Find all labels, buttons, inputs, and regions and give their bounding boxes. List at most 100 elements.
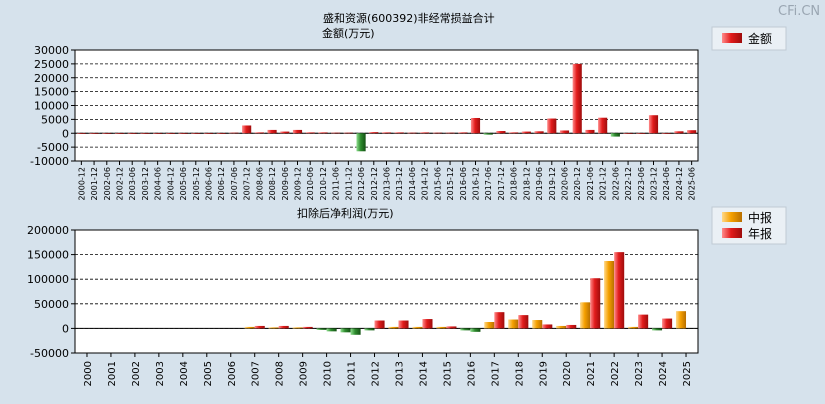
chart2-bar-s2 [590,278,601,329]
chart2-xtick-label: 2002 [131,361,142,386]
chart2-bar-s1 [364,328,375,331]
chart2-ytick-label: 150000 [27,249,69,262]
chart1-xtick-label: 2005-12 [192,167,201,200]
chart1-xtick-label: 2022-12 [624,167,633,200]
chart1-bar-s1 [636,133,646,134]
chart1-bar-s1 [521,131,531,134]
chart1-xtick-label: 2007-06 [230,167,239,200]
chart1-bar-s1 [648,115,659,134]
chart1-legend-box [711,26,787,51]
chart1-xtick-label: 2016-06 [459,167,468,200]
chart1-xtick-label: 2004-06 [154,167,163,200]
chart1-xtick-label: 2009-06 [281,167,290,200]
chart1-bar-s1 [509,132,519,134]
chart1-xtick-label: 2022-06 [611,167,620,200]
chart1-xtick-label: 2006-12 [217,167,226,200]
chart2-bar-s1 [388,326,399,329]
chart2-bar-s2 [518,315,529,329]
chart2-xtick-label: 2025 [682,361,693,386]
chart2-xtick-label: 2014 [418,361,429,386]
chart1-bar-s1 [76,133,86,134]
chart1-bar-s1 [572,63,582,134]
chart1-title: 盛和资源(600392)非经常损益合计 [323,11,495,25]
chart2-bar-s1 [316,328,327,330]
chart2-xtick-label: 2010 [323,361,334,386]
chart2-xtick-label: 2011 [347,361,358,386]
chart1-bar-s1 [420,132,430,134]
chart2-bar-s1 [532,320,543,329]
chart2-bar-s2 [494,312,505,329]
chart2-xtick-label: 2000 [83,361,94,386]
chart1-xtick-label: 2012-06 [357,167,366,200]
chart1-plot: -10000-500005000100001500020000250003000… [30,44,699,200]
chart2-bar-s2 [566,324,577,329]
chart2-xtick-label: 2024 [658,361,669,386]
chart1-bar-s1 [432,132,442,134]
chart2-xtick-label: 2012 [371,361,382,386]
chart1-xtick-label: 2006-06 [205,167,214,200]
legend-label-interim: 中报 [748,210,772,225]
chart2-xtick-label: 2022 [610,361,621,386]
chart1-bar-s1 [356,133,366,152]
chart1-xtick-label: 2017-12 [497,167,506,200]
chart2-xtick-label: 2007 [251,361,262,386]
chart1-bar-s1 [394,132,404,134]
chart2-ytick-label: 100000 [27,273,69,286]
chart1-bar-s1 [661,133,671,134]
chart1-xtick-label: 2012-12 [370,167,379,200]
legend-label-annual: 年报 [748,226,772,241]
chart2-bar-s2 [446,326,457,329]
chart1-ytick-label: 20000 [34,72,69,85]
chart2-bar-s2 [422,319,433,329]
chart1-xtick-label: 2011-06 [332,167,341,200]
chart2-bar-s2 [350,328,361,335]
chart1-bar-s1 [292,129,303,134]
chart1-bar-s1 [89,133,99,134]
chart1-xtick-label: 2021-06 [586,167,595,200]
chart2-ytick-label: -50000 [30,347,69,360]
chart1-bar-s1 [483,133,493,135]
chart1-bar-s1 [674,131,684,134]
chart1-xtick-label: 2007-12 [243,167,252,200]
chart2-bar-s2 [398,320,409,329]
chart1-xtick-label: 2025-06 [688,167,697,200]
chart1-xtick-label: 2014-06 [408,167,417,200]
chart2-bar-s1 [244,326,255,329]
chart1-bar-s1 [229,132,239,134]
chart1-xtick-label: 2009-12 [294,167,303,200]
chart1-bar-s1 [496,131,506,134]
chart2-xtick-label: 2005 [203,361,214,386]
legend-swatch-interim [722,212,742,222]
chart1-xtick-label: 2003-06 [128,167,137,200]
chart2-bar-s1 [604,260,615,329]
chart2-xtick-label: 2016 [466,361,477,386]
chart2-xtick-label: 2015 [442,361,453,386]
chart1-bar-s1 [687,130,697,134]
chart1-bar-s1 [331,132,341,134]
chart1-bar-s1 [280,131,290,134]
chart2-bar-s1 [675,311,687,329]
chart1-bar-s1 [216,133,226,134]
chart1-xtick-label: 2023-12 [650,167,659,200]
chart1-xtick-label: 2019-06 [535,167,544,200]
chart2-bar-s2 [542,324,553,329]
chart2-bar-s1 [460,328,471,331]
chart1-bar-s1 [318,132,328,134]
chart1-xtick-label: 2018-12 [522,167,531,200]
chart1-xtick-label: 2015-06 [433,167,442,200]
chart1-xtick-label: 2020-12 [573,167,582,200]
chart2-ytick-label: 0 [62,322,69,335]
chart1-xtick-label: 2021-12 [599,167,608,200]
chart1-xtick-label: 2010-06 [306,167,315,200]
chart2-bar-s2 [470,328,481,332]
chart1-bar-s1 [598,117,608,134]
chart2-bar-s1 [580,302,591,329]
chart2-bar-s2 [614,252,625,329]
chart1-xtick-label: 2005-06 [179,167,188,200]
chart1-bar-s1 [178,133,188,134]
chart1-bar-s1 [458,132,468,134]
chart1-bar-s1 [470,117,481,134]
chart1-ytick-label: -5000 [37,141,69,154]
chart1-xtick-label: 2002-12 [116,167,125,200]
